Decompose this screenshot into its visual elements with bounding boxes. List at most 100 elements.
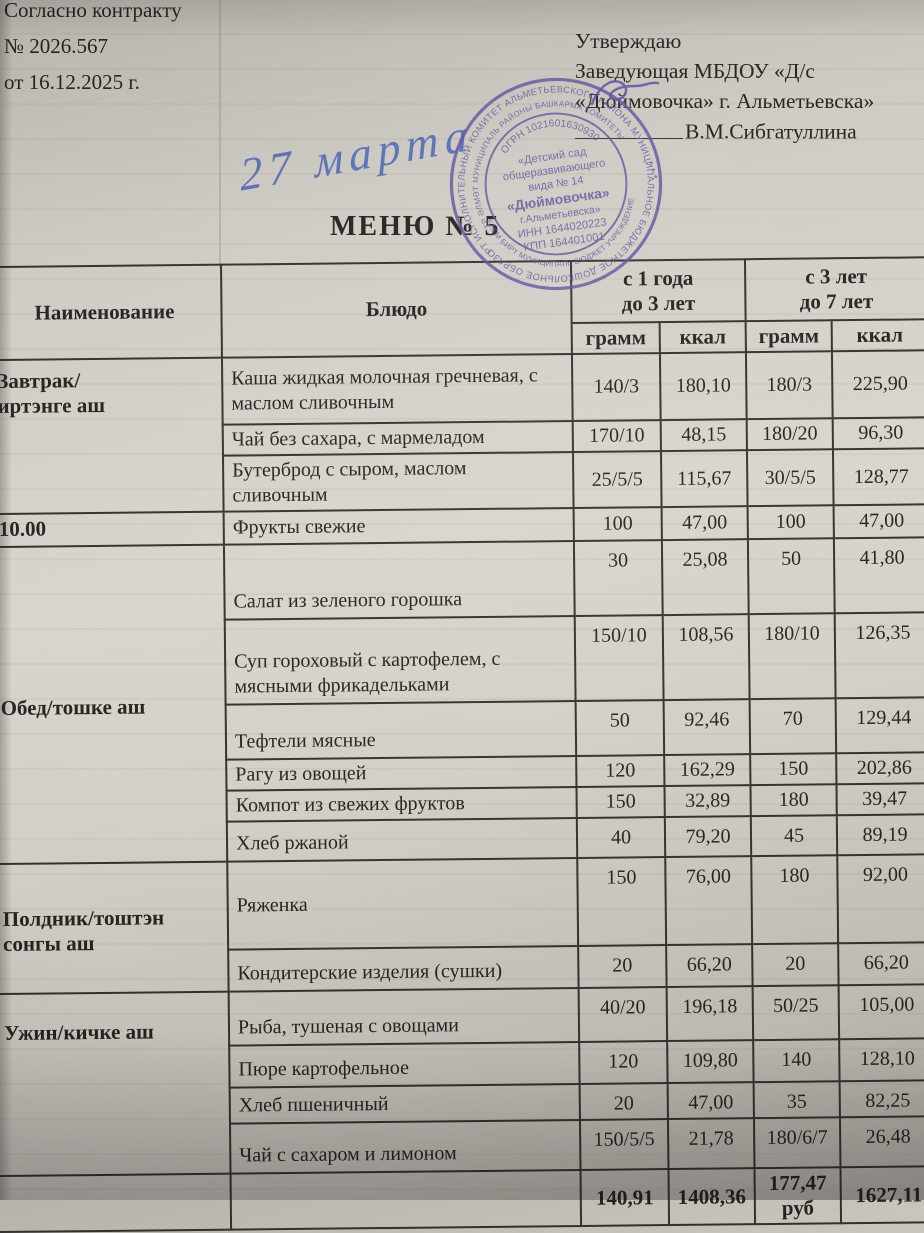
kcal-3-7-cell: 92,00 [837,854,924,944]
approval-position: Заведующая МБДОУ «Д/с [575,59,815,83]
stamp-inner-ring [484,112,628,256]
kcal-1-3-cell: 115,67 [660,450,748,508]
kcal-3-7-cell: 89,19 [836,814,924,856]
kcal-3-7-cell: 128,77 [832,448,924,506]
total-kcal-3-7-cell: 1627,11 [840,1166,924,1224]
grams-3-7-cell: 180/10 [748,613,836,700]
table-row: Ужин/кичке аш Рыба, тушеная с овощами 40… [0,984,924,1177]
kcal-1-3-cell: 48,15 [660,419,747,452]
contract-date: от 16.12.2025 г. [4,70,140,94]
meal-section-cell: Ужин/кичке аш [0,991,231,1177]
contract-block: Согласно контракту № 2026.567 от 16.12.2… [4,0,182,100]
dish-cell: Тефтели мясные [225,700,577,760]
grams-1-3-cell: 40 [576,817,666,858]
grams-3-7-cell: 180 [751,855,839,945]
paper-ruled-line [219,0,221,268]
dish-cell: Хлеб ржаной [226,817,578,862]
header-age-3-7: с 3 лет до 7 лет [744,257,924,322]
grams-3-7-cell: 140 [753,1039,840,1083]
official-round-stamp: РТ ИСПОЛНИТЕЛЬНЫЙ КОМИТЕТ АЛЬМЕТЬЕВСКОГО… [411,40,700,329]
grams-3-7-cell: 180/6/7 [753,1117,841,1169]
kcal-1-3-cell: 21,78 [667,1118,755,1170]
grams-1-3-cell: 30 [573,540,663,617]
dish-cell: Ряженка [227,857,579,950]
contract-number: № 2026.567 [4,34,109,58]
grams-1-3-cell: 150 [577,857,667,946]
kcal-1-3-cell: 47,00 [667,1082,754,1120]
kcal-3-7-cell: 129,44 [835,697,924,754]
grams-1-3-cell: 150 [576,786,665,818]
kcal-1-3-cell: 196,18 [666,986,754,1042]
dish-cell: Рыба, тушеная с овощами [228,987,580,1046]
kcal-3-7-cell: 26,48 [839,1116,924,1168]
kcal-3-7-cell: 225,90 [831,350,924,419]
grams-1-3-cell: 150/5/5 [579,1119,669,1170]
grams-3-7-cell: 50 [747,538,835,615]
grams-1-3-cell: 20 [579,1083,668,1120]
dish-cell: Хлеб пшеничный [229,1083,580,1124]
meal-section-cell: 10.00 [0,511,224,548]
kcal-3-7-cell: 47,00 [833,504,924,539]
total-cost-3-7-cell: 177,47 руб [754,1167,842,1225]
dish-cell: Фрукты свежие [223,508,574,545]
kcal-1-3-cell: 25,08 [661,539,749,616]
dish-cell: Пюре картофельное [229,1041,580,1088]
kcal-1-3-cell: 108,56 [662,614,750,701]
kcal-1-3-cell: 92,46 [663,699,751,756]
grams-3-7-cell: 50/25 [752,985,840,1041]
totals-row: 140,91 1408,36 177,47 руб 1627,11 [0,1166,924,1233]
dish-cell: Компот из свежих фруктов [226,786,577,822]
table-row: Завтрак/ иртэнге аш Каша жидкая молочная… [0,350,924,515]
kcal-1-3-cell: 162,29 [664,754,751,787]
grams-3-7-cell: 35 [753,1081,840,1119]
grams-3-7-cell: 100 [747,505,834,540]
dish-cell: Бутерброд с сыром, маслом сливочным [222,452,574,512]
grams-1-3-cell: 150/10 [574,615,664,701]
grams-3-7-cell: 150 [750,753,837,786]
dish-cell: Чай с сахаром и лимоном [229,1119,581,1174]
signatory-name: В.М.Сибгатуллина [685,119,857,144]
meal-section-cell [0,1173,232,1233]
contract-line-1: Согласно контракту [4,0,182,22]
kcal-3-7-cell: 39,47 [836,783,924,816]
kcal-3-7-cell: 41,80 [833,537,924,614]
grams-3-7-cell: 180/3 [745,351,833,420]
grams-1-3-cell: 25/5/5 [572,451,662,509]
dish-cell: Чай без сахара, с мармеладом [222,421,573,456]
menu-table-wrap: Наименование Блюдо с 1 года до 3 лет с 3… [0,256,924,1233]
kcal-3-7-cell: 128,10 [839,1038,924,1082]
signature-scribble [590,80,660,106]
kcal-3-7-cell: 82,25 [839,1080,924,1118]
grams-1-3-cell: 120 [579,1041,668,1084]
header-gram-1: грамм [571,322,660,355]
kcal-3-7-cell: 202,86 [836,752,924,785]
grams-1-3-cell: 20 [578,945,667,988]
kcal-3-7-cell: 126,35 [834,612,924,699]
dish-cell: Кондитерские изделия (сушки) [228,945,579,992]
meal-section-cell: Полдник/тоштэн сонгы аш [0,861,229,995]
grams-3-7-cell: 70 [749,698,837,755]
header-gram-2: грамм [745,320,832,353]
kcal-1-3-cell: 180,10 [659,352,747,421]
signature-row: В.М.Сибгатуллина [575,116,874,147]
page-title: МЕНЮ № 5 [330,211,501,242]
dish-cell: Суп гороховый с картофелем, с мясными фр… [224,616,576,705]
grams-3-7-cell: 45 [750,815,838,857]
dish-cell: Салат из зеленого горошка [223,541,575,620]
kcal-3-7-cell: 96,30 [832,417,924,450]
dish-cell: Каша жидкая молочная гречневая, с маслом… [221,354,573,425]
grams-3-7-cell: 180/20 [746,418,833,451]
kcal-3-7-cell: 66,20 [838,942,924,986]
grams-3-7-cell: 180 [750,784,837,817]
total-grams-1-3-cell: 140,91 [580,1169,670,1226]
kcal-1-3-cell: 109,80 [667,1040,754,1084]
grams-1-3-cell: 170/10 [572,420,661,453]
stamp-outer-ring [449,77,663,291]
grams-3-7-cell: 20 [752,943,839,987]
table-row: Обед/тошке аш Салат из зеленого горошка … [0,537,924,865]
kcal-1-3-cell: 66,20 [666,944,753,988]
meal-section-cell: Обед/тошке аш [0,544,228,865]
grams-3-7-cell: 30/5/5 [746,449,834,507]
kcal-1-3-cell: 32,89 [664,785,751,818]
signature-line [575,116,683,139]
